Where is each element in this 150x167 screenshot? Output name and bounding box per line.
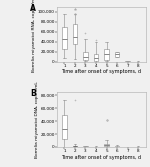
PathPatch shape <box>125 61 130 62</box>
PathPatch shape <box>104 144 109 146</box>
Y-axis label: Borrelia miyamotoi DNA, copies/mL: Borrelia miyamotoi DNA, copies/mL <box>35 81 39 158</box>
PathPatch shape <box>104 49 109 60</box>
PathPatch shape <box>115 146 119 147</box>
PathPatch shape <box>62 115 67 139</box>
PathPatch shape <box>94 54 98 61</box>
PathPatch shape <box>73 146 77 147</box>
Text: A: A <box>30 4 36 13</box>
Y-axis label: Borrelia miyamotoi RNA, copies/mL: Borrelia miyamotoi RNA, copies/mL <box>32 0 36 72</box>
PathPatch shape <box>83 146 88 147</box>
PathPatch shape <box>73 24 77 44</box>
Text: B: B <box>30 89 36 98</box>
PathPatch shape <box>115 52 119 57</box>
X-axis label: Time after onset of symptoms, d: Time after onset of symptoms, d <box>61 69 141 74</box>
PathPatch shape <box>83 52 88 60</box>
PathPatch shape <box>62 27 67 49</box>
X-axis label: Time after onset of symptoms, d: Time after onset of symptoms, d <box>61 155 141 160</box>
